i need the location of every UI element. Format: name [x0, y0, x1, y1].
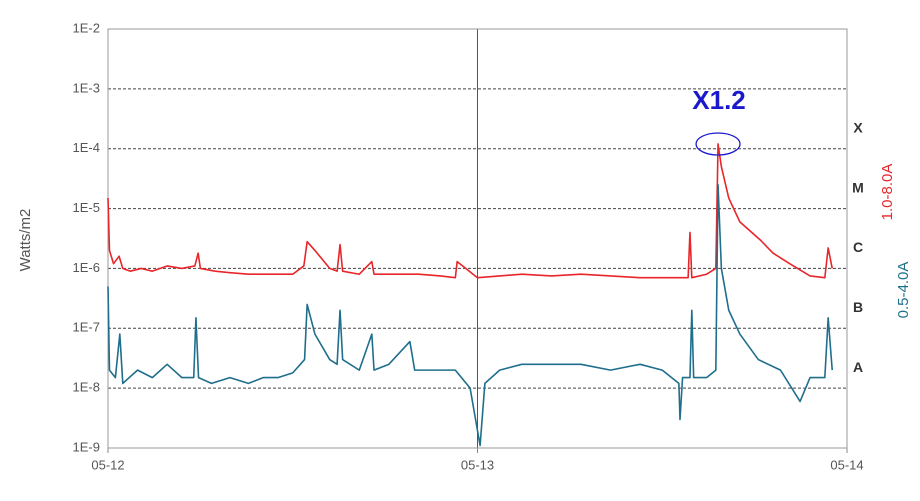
- y-tick-label: 1E-2: [73, 20, 100, 35]
- series-line: [107, 143, 834, 279]
- y-tick-label: 1E-7: [73, 320, 100, 335]
- flare-class-label: X: [853, 119, 863, 135]
- y-tick-label: 1E-5: [73, 200, 100, 215]
- x-tick-label: 05-12: [91, 457, 124, 472]
- y-tick-label: 1E-4: [73, 140, 100, 155]
- flare-class-label: B: [853, 299, 863, 315]
- y-tick-label: 1E-6: [73, 260, 100, 275]
- flare-class-label: A: [853, 359, 863, 375]
- annotation-ellipse: [695, 132, 741, 156]
- series-line: [107, 183, 834, 447]
- x-tick-label: 05-14: [830, 457, 863, 472]
- annotation-text: X1.2: [692, 85, 746, 115]
- y-tick-label: 1E-8: [73, 380, 100, 395]
- y-axis-label: Watts/m2: [17, 209, 34, 272]
- legend-entry: 0.5-4.0A: [895, 262, 912, 319]
- plot-frame: [107, 28, 848, 449]
- flare-class-label: M: [852, 179, 864, 195]
- legend-entry: 1.0-8.0A: [879, 164, 896, 221]
- y-tick-label: 1E-3: [73, 80, 100, 95]
- x-tick-label: 05-13: [461, 457, 494, 472]
- y-tick-label: 1E-9: [73, 439, 100, 454]
- flare-class-label: C: [853, 239, 863, 255]
